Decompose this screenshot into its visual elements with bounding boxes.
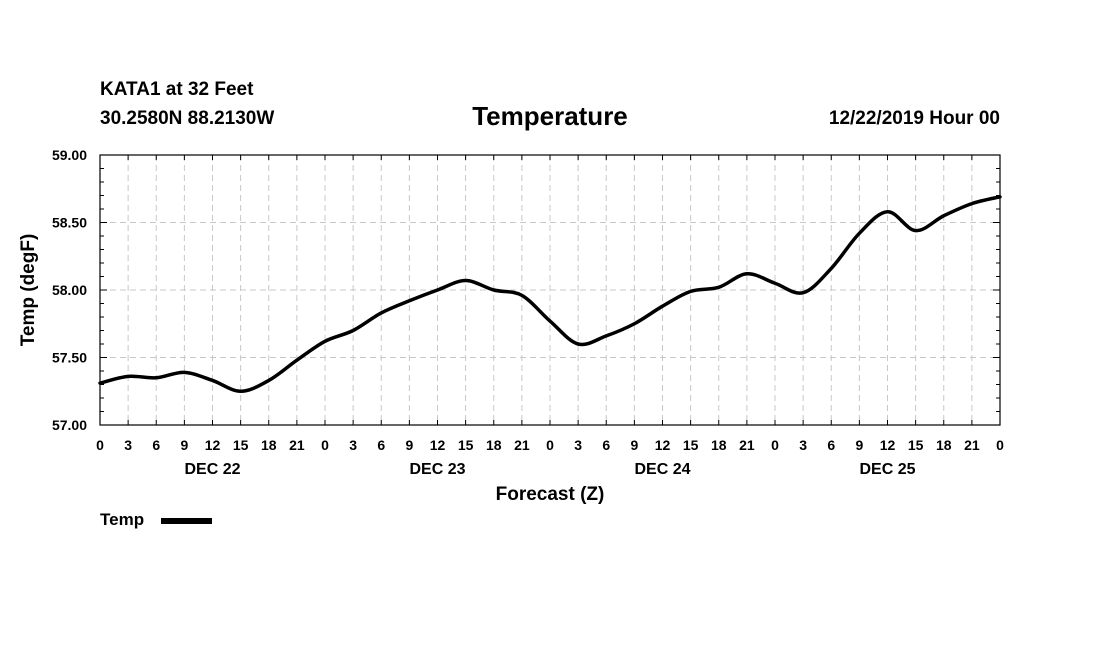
station-label: KATA1 at 32 Feet xyxy=(100,79,254,100)
y-tick-label: 58.50 xyxy=(52,215,87,231)
series-line-temp xyxy=(98,195,1002,393)
x-tick-label: 15 xyxy=(908,437,924,453)
chart-title: Temperature xyxy=(472,101,628,131)
x-tick-label: 18 xyxy=(261,437,277,453)
x-tick-label: 3 xyxy=(349,437,357,453)
grid-lines xyxy=(100,155,1000,425)
y-tick-label: 57.50 xyxy=(52,350,87,366)
x-tick-label: 0 xyxy=(771,437,779,453)
x-tick-label: 18 xyxy=(711,437,727,453)
legend-label: Temp xyxy=(100,510,144,529)
x-tick-label: 9 xyxy=(630,437,638,453)
x-tick-label: 21 xyxy=(739,437,755,453)
x-tick-label: 18 xyxy=(936,437,952,453)
x-tick-label: 15 xyxy=(683,437,699,453)
x-tick-label: 12 xyxy=(655,437,671,453)
x-tick-label: 21 xyxy=(289,437,305,453)
x-tick-label: 12 xyxy=(880,437,896,453)
x-tick-label: 6 xyxy=(377,437,385,453)
x-tick-label: 9 xyxy=(405,437,413,453)
x-tick-label: 0 xyxy=(546,437,554,453)
axis-ticks xyxy=(99,154,1001,426)
y-tick-labels: 57.00 57.50 58.00 58.50 59.00 xyxy=(52,147,87,433)
x-tick-label: 12 xyxy=(430,437,446,453)
x-tick-label: 18 xyxy=(486,437,502,453)
x-tick-label: 21 xyxy=(964,437,980,453)
x-tick-label: 21 xyxy=(514,437,530,453)
y-axis-title: Temp (degF) xyxy=(18,234,39,347)
x-tick-label: 0 xyxy=(96,437,104,453)
x-tick-label: 0 xyxy=(996,437,1004,453)
x-axis-title: Forecast (Z) xyxy=(496,484,605,505)
day-label: DEC 24 xyxy=(634,461,690,478)
datetime-label: 12/22/2019 Hour 00 xyxy=(829,108,1000,129)
y-tick-label: 57.00 xyxy=(52,417,87,433)
series-layer xyxy=(98,195,1002,393)
x-tick-label: 6 xyxy=(602,437,610,453)
day-labels: DEC 22 DEC 23 DEC 24 DEC 25 xyxy=(184,461,915,478)
x-tick-label: 6 xyxy=(827,437,835,453)
x-tick-label: 3 xyxy=(574,437,582,453)
day-label: DEC 23 xyxy=(409,461,465,478)
x-tick-labels: 0 3 6 9 12 15 18 21 0 3 6 9 12 15 18 21 0 3 6 9 12 15 18 21 0 3 6 9… xyxy=(96,437,1004,453)
x-tick-label: 3 xyxy=(799,437,807,453)
x-tick-label: 6 xyxy=(152,437,160,453)
x-tick-label: 3 xyxy=(124,437,132,453)
x-tick-label: 9 xyxy=(180,437,188,453)
x-tick-label: 15 xyxy=(458,437,474,453)
x-tick-label: 0 xyxy=(321,437,329,453)
day-label: DEC 25 xyxy=(859,461,915,478)
x-tick-label: 15 xyxy=(233,437,249,453)
day-label: DEC 22 xyxy=(184,461,240,478)
legend: Temp xyxy=(100,510,212,529)
x-tick-label: 12 xyxy=(205,437,221,453)
location-label: 30.2580N 88.2130W xyxy=(100,108,274,129)
x-tick-label: 9 xyxy=(855,437,863,453)
y-tick-label: 58.00 xyxy=(52,282,87,298)
y-tick-label: 59.00 xyxy=(52,147,87,163)
